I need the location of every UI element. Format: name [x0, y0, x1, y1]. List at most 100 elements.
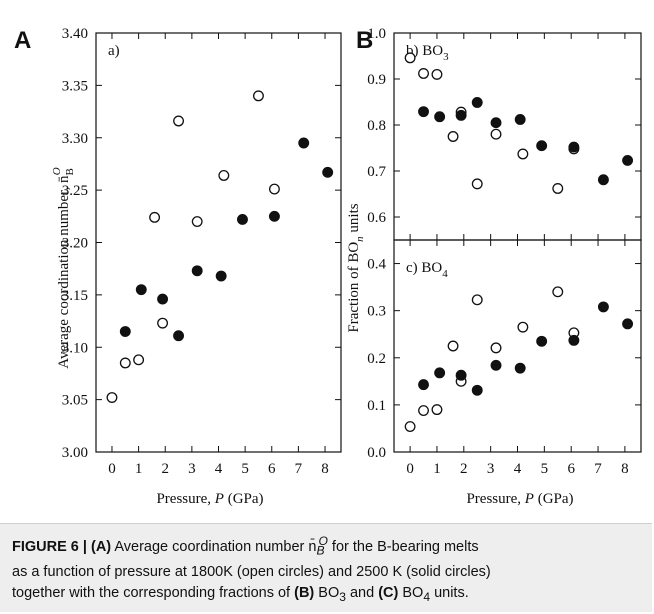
y-tick-label: 3.15 — [62, 288, 88, 304]
data-point-2500k — [536, 140, 548, 152]
data-point-1800k — [106, 392, 118, 403]
figure-caption: FIGURE 6 | (A) Average coordination numb… — [0, 523, 652, 612]
y-tick-label: 0.4 — [367, 257, 386, 273]
plot-frame-1 — [393, 32, 642, 241]
data-point-2500k — [455, 369, 467, 381]
data-point-1800k — [268, 183, 280, 195]
plot-frame-0 — [95, 32, 342, 453]
data-point-2500k — [568, 141, 580, 153]
data-point-1800k — [173, 115, 185, 127]
y-tick-label: 3.35 — [62, 78, 88, 94]
panel-tag-c: c) BO4 — [406, 260, 448, 280]
x-tick-label: 8 — [621, 461, 629, 477]
data-point-2500k — [490, 117, 502, 129]
data-point-1800k — [119, 357, 131, 369]
x-tick-label: 0 — [108, 461, 116, 477]
data-point-2500k — [536, 335, 548, 347]
x-tick-label: 5 — [541, 461, 549, 477]
data-point-2500k — [237, 214, 248, 225]
y-tick-label: 3.25 — [62, 183, 88, 199]
data-point-2500k — [173, 330, 185, 342]
y-tick-label: 0.1 — [367, 398, 386, 414]
caption-line-3: together with the corresponding fraction… — [12, 584, 469, 604]
y-tick-label: 3.30 — [62, 131, 88, 147]
x-tick-label: 2 — [460, 461, 468, 477]
x-axis-label-a: Pressure, P (GPa) — [156, 491, 263, 507]
x-tick-label: 7 — [295, 461, 303, 477]
data-point-2500k — [568, 334, 580, 346]
data-point-2500k — [622, 154, 634, 166]
x-tick-label: 7 — [594, 461, 602, 477]
data-point-2500k — [490, 359, 502, 371]
data-point-2500k — [418, 379, 429, 391]
y-tick-label: 0.8 — [367, 118, 386, 134]
data-point-1800k — [418, 68, 429, 79]
data-point-2500k — [434, 111, 446, 123]
data-point-1800k — [252, 90, 264, 102]
x-tick-label: 0 — [406, 461, 414, 477]
data-point-2500k — [418, 106, 429, 118]
y-tick-label: 3.40 — [62, 26, 88, 42]
data-point-1800k — [471, 178, 483, 190]
y-tick-label: 0.7 — [367, 164, 386, 180]
data-point-1800k — [133, 354, 145, 366]
y-tick-label: 3.00 — [62, 445, 88, 461]
data-point-2500k — [471, 384, 483, 396]
data-point-2500k — [434, 367, 446, 379]
data-point-1800k — [471, 294, 483, 306]
data-point-1800k — [552, 183, 564, 194]
y-tick-label: 0.6 — [367, 210, 386, 226]
data-point-2500k — [268, 210, 280, 222]
caption-line-2: as a function of pressure at 1800K (open… — [12, 563, 491, 580]
x-tick-label: 4 — [514, 461, 522, 477]
data-point-2500k — [455, 109, 467, 121]
y-tick-label: 3.20 — [62, 236, 88, 252]
data-point-1800k — [490, 128, 502, 140]
x-tick-label: 1 — [135, 461, 143, 477]
data-point-2500k — [135, 284, 147, 296]
figure-canvas: A B Average coordination number, n̄BO Fr… — [14, 26, 642, 507]
caption-line-1: FIGURE 6 | (A) Average coordination numb… — [12, 534, 479, 558]
panel-letter-b: B — [356, 27, 373, 54]
x-tick-label: 3 — [188, 461, 196, 477]
panel-tag-b: b) BO3 — [406, 43, 449, 63]
data-point-1800k — [404, 421, 416, 433]
data-point-1800k — [418, 405, 429, 416]
x-tick-label: 6 — [268, 461, 276, 477]
data-point-2500k — [471, 97, 483, 108]
panel-letter-a: A — [14, 27, 31, 54]
panel-tag-a: a) — [108, 43, 120, 59]
x-tick-label: 3 — [487, 461, 495, 477]
data-point-1800k — [157, 317, 169, 329]
data-point-1800k — [552, 286, 564, 298]
data-point-2500k — [215, 270, 227, 282]
data-point-1800k — [490, 342, 502, 354]
left-y-axis-label: Average coordination number, n̄BO — [51, 167, 76, 369]
data-point-2500k — [597, 301, 609, 313]
y-tick-label: 0.0 — [367, 445, 386, 461]
x-axis-label-bc: Pressure, P (GPa) — [466, 491, 573, 507]
plot-layer: 3.00 3.05 3.10 3.15 3.20 3.25 3.30 3.35 3.40 0 1 2 3… — [62, 26, 642, 477]
right-y-axis-label: Fraction of BOn units — [346, 203, 366, 332]
data-point-1800k — [404, 52, 416, 64]
x-tick-label: 2 — [161, 461, 169, 477]
x-tick-label: 1 — [433, 461, 441, 477]
data-point-2500k — [157, 293, 169, 305]
data-point-1800k — [431, 68, 443, 80]
x-tick-label: 8 — [321, 461, 329, 477]
x-tick-label: 6 — [567, 461, 575, 477]
data-point-2500k — [298, 137, 310, 149]
y-tick-label: 0.9 — [367, 72, 386, 88]
data-point-2500k — [514, 114, 526, 125]
y-tick-label: 3.05 — [62, 393, 88, 409]
data-point-1800k — [447, 340, 459, 352]
data-point-2500k — [191, 265, 203, 277]
data-point-2500k — [514, 362, 526, 374]
data-point-2500k — [622, 318, 634, 330]
data-point-1800k — [149, 211, 161, 223]
data-point-1800k — [191, 216, 203, 228]
x-tick-label: 4 — [215, 461, 223, 477]
y-tick-label: 3.10 — [62, 340, 88, 356]
data-point-1800k — [218, 170, 230, 181]
data-point-1800k — [447, 131, 459, 142]
